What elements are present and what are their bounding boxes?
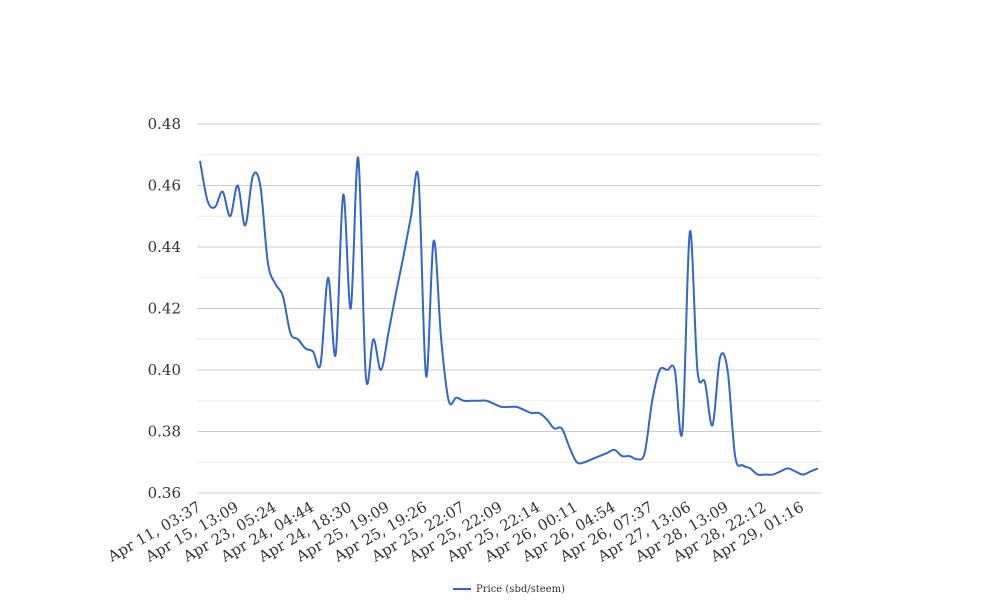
y-tick-label: 0.46: [148, 177, 181, 195]
y-tick-label: 0.36: [148, 484, 181, 502]
y-tick-label: 0.48: [148, 115, 181, 133]
legend-label: Price (sbd/steem): [476, 584, 565, 595]
y-tick-label: 0.42: [148, 300, 181, 318]
y-tick-label: 0.38: [148, 423, 181, 441]
price-line: [199, 156, 819, 477]
y-tick-label: 0.40: [148, 361, 181, 379]
y-tick-label: 0.44: [148, 238, 181, 256]
